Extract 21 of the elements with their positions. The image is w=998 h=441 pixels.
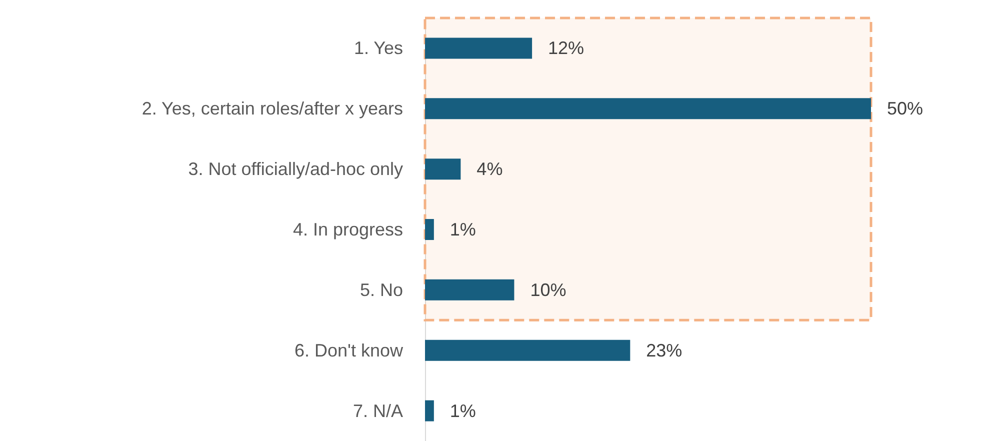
y-tick-label: 2. Yes, certain roles/after x years (142, 98, 403, 119)
y-tick-label: 7. N/A (352, 400, 403, 421)
bar (425, 340, 630, 361)
y-tick-label: 1. Yes (354, 38, 403, 58)
bar (425, 219, 434, 240)
y-tick-label: 5. No (360, 280, 403, 300)
data-label: 1% (450, 400, 476, 421)
bar (425, 98, 871, 120)
bar (425, 158, 461, 180)
bar (425, 38, 532, 59)
data-label: 1% (450, 220, 476, 240)
data-label: 23% (646, 340, 682, 360)
data-label: 12% (548, 38, 584, 58)
data-label: 10% (530, 280, 566, 300)
data-label: 50% (887, 98, 924, 119)
y-tick-label: 4. In progress (292, 220, 403, 240)
y-tick-label: 3. Not officially/ad-hoc only (188, 159, 403, 180)
data-label: 4% (476, 159, 503, 180)
y-tick-label: 6. Don't know (294, 340, 404, 360)
bar (425, 279, 514, 300)
bar (425, 400, 434, 422)
